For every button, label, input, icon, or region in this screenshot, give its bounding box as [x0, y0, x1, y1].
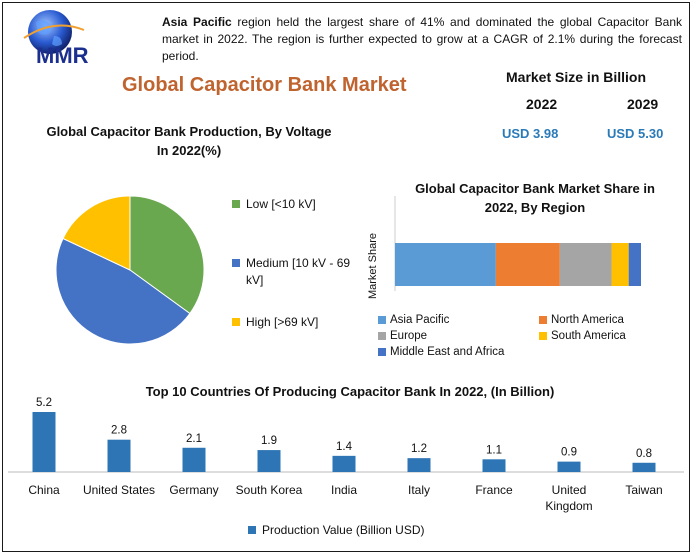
country-data-label: 1.1 — [486, 444, 502, 456]
country-data-label: 0.9 — [561, 447, 577, 459]
country-data-label: 1.9 — [261, 435, 277, 447]
country-bar-0 — [32, 412, 56, 472]
region-legend-label: Europe — [390, 330, 428, 342]
country-bar-2 — [182, 447, 206, 472]
legend-swatch — [232, 259, 240, 267]
region-legend-item: Europe — [378, 330, 427, 342]
pie-chart-title: Global Capacitor Bank Production, By Vol… — [46, 124, 332, 158]
legend-swatch — [232, 318, 240, 326]
country-legend: Production Value (Billion USD) — [248, 522, 425, 539]
pie-legend-label: Low [<10 kV] — [246, 197, 316, 211]
pie-chart — [55, 195, 205, 345]
country-tick-label: United States — [83, 483, 155, 497]
region-bar-segment-3 — [611, 243, 629, 286]
region-legend-label: Asia Pacific — [390, 314, 450, 326]
intro-paragraph: Asia Pacific region held the largest sha… — [162, 14, 682, 65]
intro-bold: Asia Pacific — [162, 15, 232, 29]
region-y-axis-label: Market Share — [367, 233, 379, 299]
region-stacked-bar-chart: Market Share — [367, 196, 641, 299]
region-legend-label: Middle East and Africa — [390, 346, 505, 358]
country-tick-label: Italy — [408, 483, 430, 497]
market-size-year-2029: 2029 — [627, 96, 659, 112]
country-data-label: 5.2 — [36, 397, 52, 409]
region-legend-label: South America — [551, 330, 626, 342]
pie-slice-2 — [62, 195, 131, 271]
pie-slice-0 — [129, 195, 205, 315]
country-tick-label: South Korea — [236, 483, 303, 497]
country-data-label: 1.2 — [411, 443, 427, 455]
country-tick-label: India — [331, 483, 357, 497]
country-bar-3 — [257, 450, 281, 472]
market-size-value-2029: USD 5.30 — [607, 126, 664, 141]
pie-slice-1 — [55, 237, 191, 345]
country-tick-label: United — [552, 483, 587, 497]
market-size-value-2022: USD 3.98 — [502, 126, 559, 141]
region-chart-title: Global Capacitor Bank Market Share in 20… — [415, 181, 655, 215]
country-bar-7 — [557, 461, 581, 472]
country-tick-label: Taiwan — [625, 483, 662, 497]
globe-icon: MMR — [23, 10, 89, 68]
mmr-logo: MMR — [14, 8, 140, 70]
country-bar-4 — [332, 455, 356, 472]
country-tick-label: Kingdom — [545, 499, 592, 513]
legend-swatch — [378, 348, 386, 356]
country-data-label: 2.8 — [111, 425, 127, 437]
legend-swatch — [378, 332, 386, 340]
region-legend-item: Middle East and Africa — [378, 346, 504, 358]
pie-legend-item: Low [<10 kV] — [232, 196, 357, 213]
country-bar-chart: 5.2 China 2.8 United States 2.1 Germany 1.9 Sou… — [8, 397, 684, 513]
legend-swatch — [248, 526, 256, 534]
country-data-label: 1.4 — [336, 441, 353, 453]
country-bar-1 — [107, 439, 131, 472]
legend-swatch — [539, 332, 547, 340]
pie-legend-item: Medium [10 kV - 69 kV] — [232, 255, 357, 289]
region-legend-label: North America — [551, 314, 624, 326]
pie-legend-item: High [>69 kV] — [232, 314, 357, 331]
region-legend-item: North America — [539, 314, 624, 326]
country-tick-label: Germany — [169, 483, 218, 497]
country-bar-8 — [632, 462, 656, 472]
region-legend-item: Asia Pacific — [378, 314, 449, 326]
country-data-label: 2.1 — [186, 433, 202, 445]
country-data-label: 0.8 — [636, 448, 652, 460]
pie-legend-label: Medium [10 kV - 69 kV] — [246, 256, 351, 287]
pie-legend-label: High [>69 kV] — [246, 315, 319, 329]
region-bar-segment-2 — [559, 243, 612, 286]
country-chart-title: Top 10 Countries Of Producing Capacitor … — [145, 384, 555, 399]
market-size-year-2022: 2022 — [526, 96, 558, 112]
legend-swatch — [378, 316, 386, 324]
region-bar-segment-0 — [395, 243, 496, 286]
intro-text: region held the largest share of 41% and… — [162, 15, 682, 63]
legend-swatch — [539, 316, 547, 324]
country-bar-6 — [482, 459, 506, 472]
market-size-title: Market Size in Billion — [506, 69, 647, 85]
region-legend-item: South America — [539, 330, 626, 342]
country-legend-label: Production Value (Billion USD) — [262, 523, 425, 537]
country-tick-label: France — [475, 483, 513, 497]
country-bar-5 — [407, 458, 431, 472]
logo-text: MMR — [36, 43, 89, 68]
page-title: Global Capacitor Bank Market — [122, 74, 407, 96]
legend-swatch — [232, 200, 240, 208]
region-bar-segment-4 — [628, 243, 641, 286]
country-tick-label: China — [28, 483, 60, 497]
region-bar-segment-1 — [495, 243, 560, 286]
